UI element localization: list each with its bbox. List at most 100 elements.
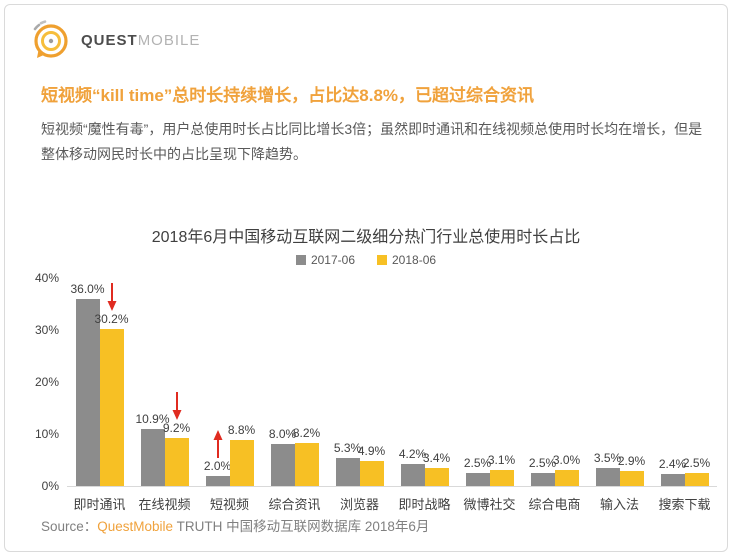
bar-wrap: 2.5% — [529, 278, 556, 486]
bar-2017-06 — [335, 458, 360, 486]
bar-2018-06 — [229, 440, 254, 486]
bar-group: 5.3% 4.9% — [327, 278, 392, 486]
bar-wrap: 30.2% — [94, 278, 129, 486]
bar-2018-06 — [294, 443, 319, 486]
y-axis-tick: 40% — [34, 271, 59, 285]
chart-title: 2018年6月中国移动互联网二级细分热门行业总使用时长占比 — [151, 229, 581, 246]
bar-group: 3.5% 2.9% — [587, 278, 652, 486]
questmobile-logo-icon — [33, 20, 68, 58]
bar-wrap: 2.5% — [464, 278, 491, 486]
x-axis-label: 即时通讯 — [73, 497, 126, 512]
bar-wrap: 2.0% — [203, 278, 232, 486]
bar-group: 2.0% 8.8% — [197, 278, 262, 486]
source-brand: QuestMobile — [97, 519, 174, 534]
bar-value-label: 3.5% — [593, 450, 622, 465]
bar-group: 2.5% 3.1% — [457, 278, 522, 486]
bar-group: 10.9% 9.2% — [132, 278, 197, 486]
bar-wrap: 4.9% — [358, 278, 385, 486]
bar-group: 8.0% 8.2% — [262, 278, 327, 486]
x-axis-label: 微博社交 — [463, 497, 516, 512]
bar-value-label: 5.3% — [333, 441, 362, 456]
bar-2018-06 — [359, 460, 384, 486]
bar-2018-06 — [684, 473, 709, 486]
y-axis-tick: 10% — [34, 427, 59, 441]
legend-swatch-2017 — [295, 255, 306, 265]
trend-down-arrow-icon — [107, 282, 116, 311]
questmobile-logo: QUESTMOBILE — [27, 17, 200, 63]
bar-value-label: 3.4% — [422, 451, 451, 466]
source-line: Source：QuestMobile TRUTH 中国移动互联网数据库 2018… — [41, 515, 429, 535]
questmobile-logo-text: QUESTMOBILE — [81, 32, 200, 49]
bar-2017-06 — [75, 298, 100, 486]
bar-value-label: 8.2% — [292, 426, 321, 441]
x-axis-label: 浏览器 — [339, 497, 379, 512]
x-axis-labels: 即时通讯 在线视频 短视频 综合资讯 浏览器 即时战略 微博社交 综合电商 输入法 搜索下载 — [67, 494, 717, 513]
trend-up-arrow-icon — [213, 429, 222, 458]
plot-area: 36.0% 30.2% 10.9% 9.2% 2.0% 8.8% 8.0% 8.2% 5.3% 4… — [67, 278, 717, 487]
legend-label-2017: 2017-06 — [310, 253, 355, 267]
bar-2017-06 — [270, 444, 295, 486]
bar-group: 2.4% 2.5% — [652, 278, 717, 486]
x-axis-label: 短视频 — [209, 497, 249, 512]
bar-2018-06 — [99, 328, 124, 486]
bar-wrap: 8.0% — [268, 278, 297, 486]
bar-2017-06 — [205, 475, 230, 486]
bar-value-label: 3.0% — [552, 453, 581, 468]
bar-group: 2.5% 3.0% — [522, 278, 587, 486]
headline: 短视频“kill time”总时长持续增长，占比达8.8%，已超过综合资讯 — [41, 86, 535, 105]
report-page: QUESTMOBILE 短视频“kill time”总时长持续增长，占比达8.8… — [4, 4, 728, 552]
bar-wrap: 3.4% — [422, 278, 451, 486]
x-axis-label: 在线视频 — [138, 497, 191, 512]
bar-2018-06 — [424, 468, 449, 486]
x-axis-label: 综合电商 — [528, 497, 581, 512]
y-axis: 0% 10% 20% 30% 40% — [25, 271, 63, 493]
bar-wrap: 10.9% — [135, 278, 170, 486]
y-axis-tick: 30% — [34, 323, 59, 337]
bar-value-label: 8.0% — [268, 427, 297, 442]
chart-legend: 2017-06 2018-06 — [5, 253, 727, 267]
bar-value-label: 36.0% — [70, 281, 105, 296]
logo-text-quest: QUEST — [81, 31, 138, 49]
legend-swatch-2018 — [377, 255, 387, 265]
y-axis-tick: 20% — [34, 375, 59, 389]
bar-wrap: 2.4% — [658, 278, 687, 486]
bar-wrap: 3.1% — [488, 278, 515, 486]
bar-2018-06 — [164, 438, 189, 486]
bar-wrap: 8.2% — [292, 278, 321, 486]
bar-wrap: 4.2% — [398, 278, 427, 486]
bar-2017-06 — [140, 429, 165, 486]
x-axis-label: 输入法 — [599, 497, 639, 512]
bar-value-label: 10.9% — [135, 412, 170, 427]
legend-item-2017: 2017-06 — [295, 253, 355, 267]
bar-2017-06 — [465, 473, 490, 486]
bar-value-label: 2.0% — [203, 458, 232, 473]
legend-item-2018: 2018-06 — [377, 253, 436, 267]
bar-2018-06 — [554, 470, 579, 486]
legend-label-2018: 2018-06 — [392, 253, 437, 267]
body-text: 短视频“魔性有毒”，用户总使用时长占比同比增长3倍；虽然即时通讯和在线视频总使用… — [41, 121, 703, 162]
logo-text-mobile: MOBILE — [137, 31, 201, 49]
bar-wrap: 3.5% — [593, 278, 622, 486]
bar-value-label: 2.5% — [682, 456, 711, 470]
bar-2017-06 — [530, 473, 555, 486]
y-axis-tick: 0% — [41, 479, 59, 493]
x-axis-label: 即时战略 — [398, 497, 451, 512]
bar-wrap: 5.3% — [333, 278, 362, 486]
bar-wrap: 3.0% — [552, 278, 581, 486]
bar-group: 36.0% 30.2% — [67, 278, 132, 486]
bar-wrap: 8.8% — [228, 278, 255, 486]
bar-2017-06 — [595, 467, 620, 486]
source-rest: TRUTH 中国移动互联网数据库 2018年6月 — [173, 519, 430, 534]
bar-value-label: 9.2% — [162, 421, 191, 436]
bar-value-label: 4.2% — [398, 447, 427, 462]
bar-2017-06 — [660, 473, 685, 486]
bar-wrap: 2.9% — [617, 278, 646, 486]
bar-value-label: 2.4% — [658, 456, 687, 471]
bar-group: 4.2% 3.4% — [392, 278, 457, 486]
bar-wrap: 36.0% — [70, 278, 105, 486]
x-axis-label: 综合资讯 — [268, 497, 321, 512]
x-axis-label: 搜索下载 — [658, 497, 711, 512]
bar-value-label: 30.2% — [94, 311, 129, 326]
bar-value-label: 2.9% — [617, 453, 646, 468]
bar-wrap: 2.5% — [682, 278, 711, 486]
